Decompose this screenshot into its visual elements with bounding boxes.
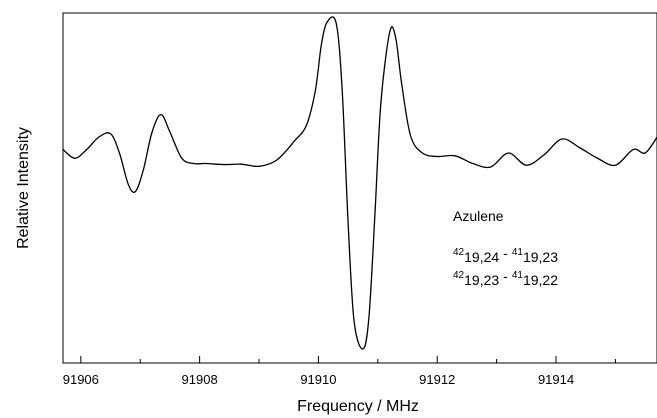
x-tick-label: 91910 — [300, 372, 336, 387]
spectrum-line — [62, 16, 657, 350]
transition-2-k-upper: 19,23 — [464, 272, 499, 288]
x-tick-label: 91912 — [419, 372, 455, 387]
x-tick-label: 91908 — [182, 372, 218, 387]
transition-1-separator: - — [503, 245, 508, 261]
transition-1-j-upper: 42 — [453, 247, 465, 258]
transition-2-k-lower: 19,22 — [523, 272, 558, 288]
plot-frame — [62, 12, 657, 364]
transition-2-separator: - — [503, 268, 508, 284]
x-tick-label: 91906 — [63, 372, 99, 387]
transition-1-k-lower: 19,23 — [523, 249, 558, 265]
y-axis-label: Relative Intensity — [15, 127, 32, 249]
transition-label-1: 4219,24-4119,23 — [453, 245, 558, 265]
x-axis-ticks: 91906 91908 91910 91912 91914 — [63, 356, 616, 387]
transition-2-j-upper: 42 — [453, 270, 465, 281]
transition-1-k-upper: 19,24 — [464, 249, 499, 265]
transition-2-j-lower: 41 — [512, 270, 524, 281]
transition-label-2: 4219,23-4119,22 — [453, 268, 558, 288]
x-axis-label: Frequency / MHz — [297, 398, 419, 415]
molecule-label: Azulene — [453, 208, 504, 224]
transition-1-j-lower: 41 — [512, 247, 524, 258]
x-tick-label: 91914 — [538, 372, 574, 387]
